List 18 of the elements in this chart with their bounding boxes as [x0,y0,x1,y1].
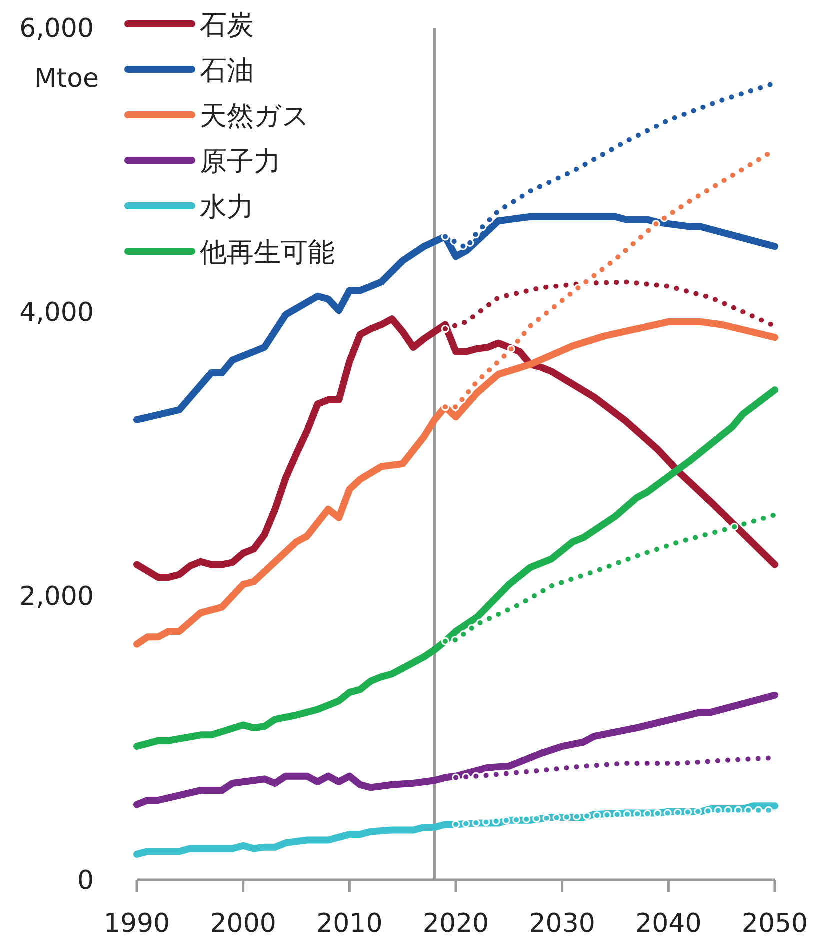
x-tick-label: 1990 [104,909,170,939]
y-tick-label: 0 [77,866,94,896]
legend-label: 天然ガス [200,101,310,132]
x-tick-label: 2020 [422,909,490,939]
y-tick-label: 6,000 [20,14,94,44]
x-tick-label: 2000 [210,909,276,939]
legend-label: 水力 [200,192,254,223]
legend-label: 石炭 [200,10,254,41]
y-axis-title: Mtoe [34,64,99,94]
x-tick-label: 2040 [636,909,702,939]
y-tick-label: 4,000 [20,298,94,328]
legend-label: 石油 [200,56,254,86]
x-tick-label: 2010 [316,909,383,939]
legend-label: 他再生可能 [200,238,335,268]
legend-label: 原子力 [200,146,281,178]
y-tick-label: 2,000 [20,582,94,612]
x-tick-label: 2030 [529,909,596,939]
x-tick-label: 2050 [742,909,808,939]
